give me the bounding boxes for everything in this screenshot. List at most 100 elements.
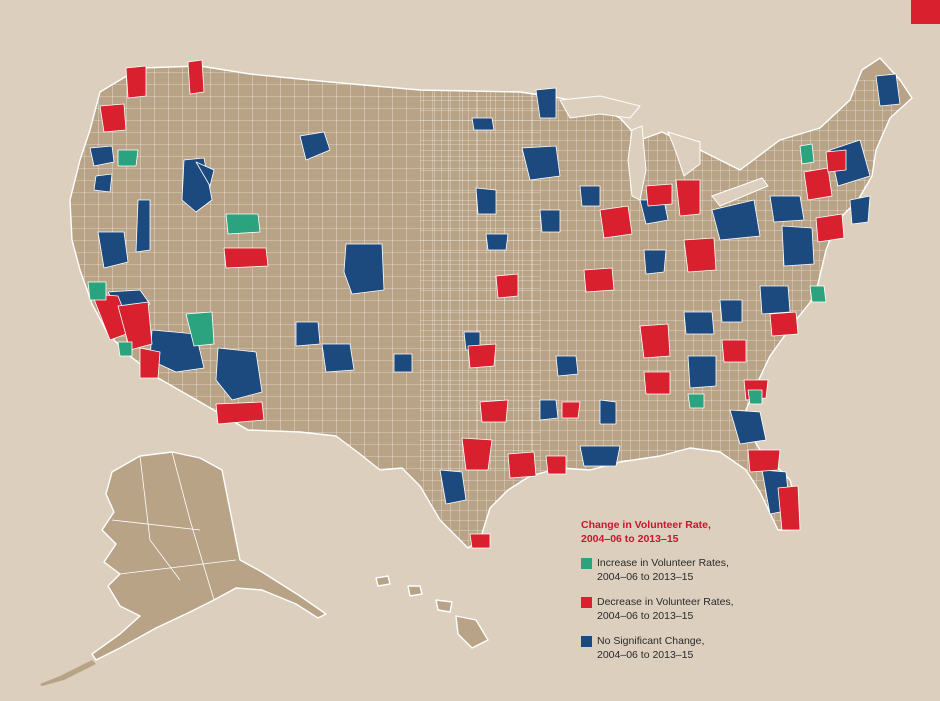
increase-county-2: [225, 213, 261, 235]
no-change-county-22: [643, 249, 667, 275]
decrease-county-3: [99, 103, 127, 133]
lake-michigan: [627, 125, 647, 201]
hawaii-island-kauai: [375, 575, 391, 587]
hawaii-island-big: [455, 615, 489, 649]
decrease-county-19: [683, 237, 717, 273]
decrease-swatch: [581, 597, 592, 608]
no-change-county-34: [393, 353, 413, 373]
decrease-county-21: [643, 371, 671, 395]
decrease-county-27: [777, 485, 801, 531]
no-change-county-23: [711, 199, 761, 241]
decrease-county-29: [803, 167, 833, 201]
no-change-county-1: [89, 145, 115, 167]
lake-superior: [559, 95, 641, 119]
no-change-county-4: [195, 161, 215, 187]
hawaii: [375, 575, 489, 649]
increase-swatch: [581, 558, 592, 569]
decrease-county-20: [639, 323, 671, 359]
legend-title: Change in Volunteer Rate, 2004–06 to 201…: [581, 519, 711, 545]
no-change-county-16: [521, 145, 561, 181]
no-change-county-7: [97, 231, 129, 269]
increase-counties: [87, 143, 827, 409]
legend-item-no-change: No Significant Change, 2004–06 to 2013–1…: [581, 635, 801, 662]
no-change-county-24: [769, 195, 805, 223]
no-change-county-40: [849, 195, 871, 225]
decrease-county-23: [769, 311, 799, 337]
no-change-county-31: [539, 399, 559, 421]
decrease-county-12: [461, 437, 493, 471]
no-change-county-18: [485, 233, 509, 251]
legend-label-decrease: Decrease in Volunteer Rates, 2004–06 to …: [597, 596, 734, 622]
decrease-county-7: [215, 401, 265, 425]
legend-label-no-change: No Significant Change, 2004–06 to 2013–1…: [597, 635, 705, 661]
increase-county-6: [799, 143, 815, 165]
decrease-county-5: [117, 301, 153, 351]
legend-item-increase: Increase in Volunteer Rates, 2004–06 to …: [581, 557, 801, 584]
no-change-counties: [89, 73, 901, 515]
decrease-county-16: [599, 205, 633, 239]
decrease-county-9: [495, 273, 519, 299]
decrease-county-6: [139, 347, 161, 379]
alaska-borough-lines: [111, 451, 237, 601]
no-change-county-20: [579, 185, 601, 207]
decrease-county-10: [467, 343, 497, 369]
decrease-county-31: [825, 149, 847, 173]
lake-erie: [711, 177, 769, 207]
no-change-county-27: [719, 299, 743, 323]
increase-county-8: [687, 393, 705, 409]
no-change-county-12: [321, 343, 355, 373]
no-change-county-13: [343, 243, 385, 295]
no-change-county-5: [299, 131, 331, 161]
no-change-county-25: [781, 225, 815, 267]
alaska-landmass: [91, 451, 327, 661]
decrease-county-11: [479, 399, 509, 423]
decrease-county-2: [187, 59, 205, 95]
decrease-county-28: [469, 533, 491, 549]
decrease-county-18: [675, 179, 701, 217]
decrease-county-25: [561, 401, 581, 419]
decrease-county-22: [721, 339, 747, 363]
no-change-county-6: [135, 199, 151, 253]
legend: Change in Volunteer Rate, 2004–06 to 201…: [581, 518, 801, 674]
no-change-county-29: [687, 355, 717, 389]
hawaii-island-oahu: [407, 585, 423, 597]
no-change-county-32: [555, 355, 579, 377]
decrease-county-1: [125, 65, 147, 99]
no-change-swatch: [581, 636, 592, 647]
no-change-county-28: [683, 311, 715, 335]
hawaii-island-maui: [435, 599, 453, 613]
no-change-county-17: [475, 187, 497, 215]
no-change-county-36: [579, 445, 621, 467]
increase-county-9: [747, 389, 763, 405]
no-change-county-2: [93, 173, 113, 193]
no-change-county-26: [759, 285, 791, 315]
no-change-county-41: [875, 73, 901, 107]
no-change-county-11: [295, 321, 321, 347]
no-change-county-19: [539, 209, 561, 233]
increase-county-3: [185, 311, 215, 347]
decrease-county-26: [747, 449, 781, 473]
decrease-counties: [91, 59, 847, 549]
no-change-county-35: [439, 469, 467, 505]
decrease-county-14: [545, 455, 567, 475]
legend-label-increase: Increase in Volunteer Rates, 2004–06 to …: [597, 557, 729, 583]
aleutian-islands: [40, 660, 96, 686]
increase-county-1: [117, 149, 139, 167]
decrease-county-17: [645, 183, 673, 207]
no-change-county-30: [599, 399, 617, 425]
no-change-county-14: [535, 87, 557, 119]
increase-county-4: [87, 281, 107, 301]
decrease-county-13: [507, 451, 537, 479]
corner-accent-mark: [911, 0, 940, 24]
no-change-county-15: [471, 117, 495, 131]
increase-county-5: [117, 341, 133, 357]
decrease-county-30: [815, 213, 845, 243]
legend-item-decrease: Decrease in Volunteer Rates, 2004–06 to …: [581, 596, 801, 623]
alaska: [40, 451, 327, 686]
no-change-county-37: [729, 409, 767, 445]
decrease-county-8: [223, 247, 269, 269]
decrease-county-15: [583, 267, 615, 293]
no-change-county-10: [215, 347, 263, 401]
lake-huron: [667, 131, 701, 177]
